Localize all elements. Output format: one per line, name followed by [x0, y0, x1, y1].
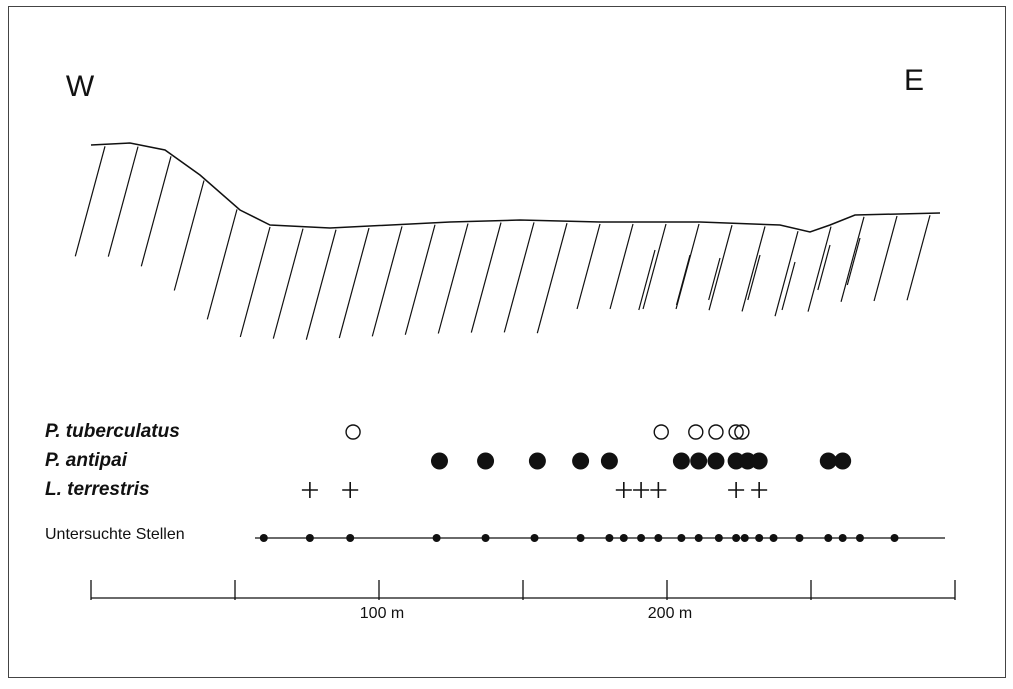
- species-label: L. terrestris: [45, 479, 150, 500]
- hatch-line: [371, 226, 403, 337]
- plus: [650, 482, 667, 498]
- site-dot: [481, 534, 490, 542]
- hatch-line: [140, 156, 172, 267]
- hatch-line: [239, 226, 271, 338]
- site-dot: [740, 534, 749, 542]
- hatch-line: [404, 224, 436, 335]
- hatching: [74, 146, 931, 340]
- site-dot: [732, 534, 741, 542]
- scale-bar: 100 m 200 m: [90, 580, 956, 622]
- scale-label: 200 m: [648, 605, 692, 622]
- site-dot: [605, 534, 614, 542]
- hatch-line: [338, 227, 370, 339]
- hatch-line: [638, 249, 656, 311]
- hatch-line: [781, 261, 796, 311]
- hatch-line: [576, 223, 601, 310]
- hatch-line: [503, 222, 535, 333]
- hatch-line: [107, 146, 139, 257]
- hatch-line: [774, 231, 799, 317]
- open-circle: [708, 424, 724, 440]
- plus: [728, 482, 745, 498]
- site-dot: [432, 534, 441, 542]
- site-dot: [259, 534, 268, 542]
- site-dot: [890, 534, 899, 542]
- site-dot: [714, 534, 723, 542]
- frame: [8, 6, 1006, 678]
- hatch-line: [846, 237, 861, 286]
- site-dot: [855, 534, 864, 542]
- open-circle: [653, 424, 669, 440]
- site-dot: [769, 534, 778, 542]
- sites-label: Untersuchte Stellen: [45, 526, 185, 543]
- filled-circle: [572, 452, 590, 470]
- hatch-line: [741, 226, 766, 312]
- site-dot: [305, 534, 314, 542]
- hatch-line: [437, 223, 469, 334]
- hatch-line: [840, 216, 865, 302]
- hatch-line: [74, 146, 106, 257]
- open-circle: [345, 424, 361, 440]
- hatch-line: [906, 215, 931, 301]
- hatch-line: [817, 244, 831, 291]
- hatch-line: [807, 226, 832, 312]
- filled-circle: [600, 452, 618, 470]
- hatch-line: [708, 257, 721, 301]
- open-circle: [688, 424, 704, 440]
- site-dot: [824, 534, 833, 542]
- site-dot: [576, 534, 585, 542]
- plus: [615, 482, 632, 498]
- open-circle: [734, 424, 750, 440]
- plus: [342, 482, 359, 498]
- hatch-line: [206, 209, 238, 320]
- hatch-line: [470, 222, 502, 333]
- filled-circle: [672, 452, 690, 470]
- species-label: P. tuberculatus: [45, 421, 180, 442]
- hatch-line: [272, 228, 304, 339]
- filled-circle: [819, 452, 837, 470]
- site-dot: [755, 534, 764, 542]
- site-dot: [677, 534, 686, 542]
- hatch-line: [708, 225, 733, 311]
- hatch-line: [873, 215, 898, 302]
- site-dot: [795, 534, 804, 542]
- open-circle: [728, 424, 744, 440]
- terrain-profile: [90, 142, 941, 233]
- filled-circle: [430, 452, 448, 470]
- plus: [301, 482, 318, 498]
- hatch-line: [173, 180, 205, 291]
- hatch-line: [675, 254, 691, 306]
- site-dot: [654, 534, 663, 542]
- filled-circle: [750, 452, 768, 470]
- hatch-line: [747, 254, 761, 301]
- site-dot: [637, 534, 646, 542]
- east-label: E: [904, 64, 924, 97]
- plus: [633, 482, 650, 498]
- hatch-line: [536, 223, 568, 334]
- site-dot: [838, 534, 847, 542]
- hatch-line: [642, 223, 667, 310]
- hatch-line: [675, 223, 700, 310]
- species-label: P. antipai: [45, 450, 128, 471]
- filled-circle: [477, 452, 495, 470]
- site-dot: [694, 534, 703, 542]
- scale-label: 100 m: [360, 605, 404, 622]
- filled-circle: [690, 452, 708, 470]
- hatch-line: [305, 229, 337, 340]
- filled-circle: [707, 452, 725, 470]
- site-dot: [346, 534, 355, 542]
- filled-circle: [528, 452, 546, 470]
- site-dot: [619, 534, 628, 542]
- filled-circle: [834, 452, 852, 470]
- west-label: W: [66, 70, 95, 103]
- plus: [751, 482, 768, 498]
- hatch-line: [609, 223, 634, 310]
- site-dot: [530, 534, 539, 542]
